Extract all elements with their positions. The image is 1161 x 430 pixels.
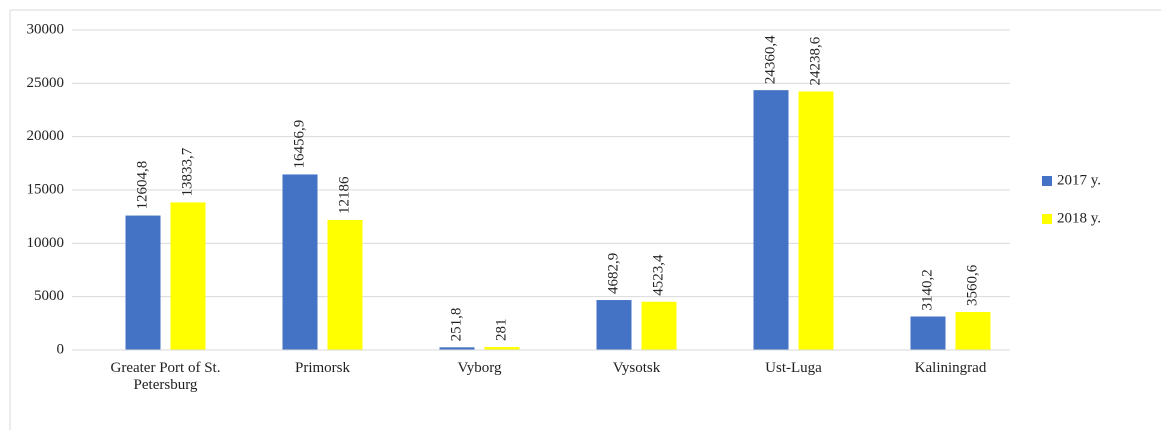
x-tick-label-box: Greater Port of St. Petersburg bbox=[110, 360, 221, 393]
x-tick-label-box: Primorsk bbox=[294, 360, 350, 376]
y-tick-label: 30000 bbox=[27, 21, 65, 37]
bar bbox=[484, 347, 520, 350]
x-tick-label-box: Ust-Luga bbox=[765, 360, 822, 376]
value-label: 4523,4 bbox=[650, 254, 666, 296]
bar bbox=[282, 174, 318, 350]
bar bbox=[125, 215, 161, 350]
x-tick-label: Vysotsk bbox=[612, 360, 661, 376]
x-tick-label-box: Vysotsk bbox=[612, 360, 661, 376]
bar bbox=[798, 91, 834, 351]
bar bbox=[641, 301, 677, 350]
x-tick-label-box: Kaliningrad bbox=[914, 360, 987, 376]
bar bbox=[439, 347, 475, 350]
y-tick-label: 0 bbox=[57, 341, 65, 357]
legend-label: 2018 y. bbox=[1057, 210, 1101, 226]
value-label: 24360,4 bbox=[762, 35, 778, 84]
x-tick-label: Kaliningrad bbox=[914, 360, 987, 376]
value-label: 12186 bbox=[336, 176, 352, 214]
y-tick-label: 10000 bbox=[27, 235, 65, 251]
value-label: 4682,9 bbox=[605, 253, 621, 294]
legend-swatch bbox=[1042, 214, 1052, 224]
bar bbox=[955, 312, 991, 350]
value-label: 3140,2 bbox=[919, 269, 935, 310]
value-label: 281 bbox=[493, 319, 509, 342]
value-label: 3560,6 bbox=[964, 264, 980, 306]
value-label: 251,8 bbox=[448, 308, 464, 342]
value-label: 16456,9 bbox=[291, 120, 307, 169]
legend-swatch bbox=[1042, 176, 1052, 186]
y-tick-label: 25000 bbox=[27, 75, 65, 91]
y-tick-label: 15000 bbox=[27, 181, 65, 197]
value-label: 24238,6 bbox=[807, 36, 823, 85]
bar bbox=[753, 90, 789, 350]
y-tick-label: 20000 bbox=[27, 128, 65, 144]
x-tick-label: Greater Port of St. Petersburg bbox=[110, 360, 221, 393]
value-label: 12604,8 bbox=[134, 161, 150, 210]
y-tick-label: 5000 bbox=[34, 288, 64, 304]
x-tick-label-box: Vyborg bbox=[457, 360, 502, 376]
x-tick-label: Vyborg bbox=[457, 360, 502, 376]
bar bbox=[596, 300, 632, 350]
legend-label: 2017 y. bbox=[1057, 172, 1101, 188]
value-label: 13833,7 bbox=[179, 147, 195, 196]
bar bbox=[910, 316, 946, 350]
x-tick-label: Primorsk bbox=[294, 360, 350, 376]
x-tick-label: Ust-Luga bbox=[765, 360, 822, 376]
bar bbox=[327, 220, 363, 350]
bar bbox=[170, 202, 206, 350]
